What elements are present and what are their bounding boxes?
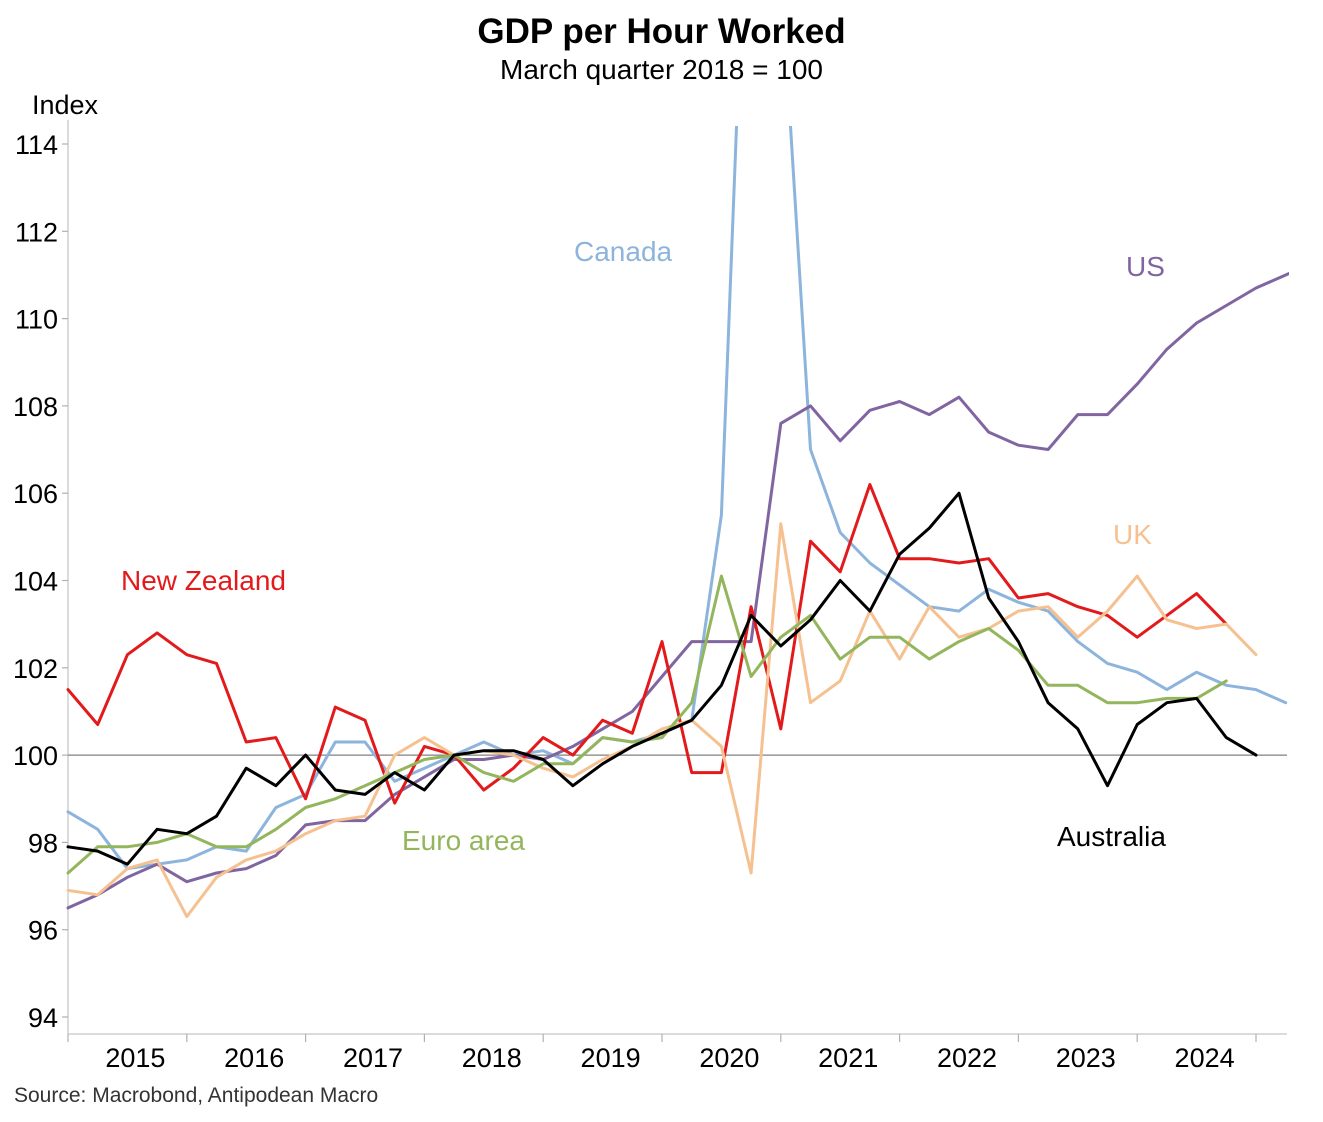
axes: 94 96 98 100 102 104 106 108 110 112 114 2015 2016 20… (13, 120, 1287, 1073)
chart-title: GDP per Hour Worked (477, 12, 846, 51)
y-tick-label: 114 (15, 130, 58, 160)
source-note: Source: Macrobond, Antipodean Macro (14, 1084, 379, 1107)
series-label-uk: UK (1113, 519, 1152, 550)
y-tick-label: 108 (13, 392, 58, 422)
series-label-euro-area: Euro area (402, 825, 525, 856)
y-tick-label: 112 (15, 217, 58, 247)
y-tick-label: 94 (28, 1003, 58, 1033)
series-lines (66, 126, 1289, 919)
y-axis-unit-label: Index (32, 90, 99, 120)
x-tick-label: 2024 (1175, 1043, 1235, 1073)
series-labels: Canada US New Zealand UK Euro area Austr… (121, 236, 1166, 856)
y-tick-label: 106 (13, 479, 58, 509)
series-line-us (66, 271, 1289, 910)
series-label-canada: Canada (574, 236, 673, 267)
y-tick-label: 96 (28, 916, 58, 946)
x-tick-label: 2015 (105, 1043, 165, 1073)
chart-subtitle: March quarter 2018 = 100 (500, 54, 823, 85)
x-tick-label: 2017 (343, 1043, 403, 1073)
y-tick-label: 100 (13, 741, 58, 771)
y-tick-label: 98 (28, 828, 58, 858)
x-tick-label: 2018 (462, 1043, 522, 1073)
x-tick-label: 2020 (699, 1043, 759, 1073)
x-tick-label: 2021 (818, 1043, 878, 1073)
y-tick-label: 110 (15, 305, 58, 335)
y-tick-label: 102 (13, 654, 58, 684)
series-line-new-zealand (66, 483, 1228, 805)
x-tick-label: 2022 (937, 1043, 997, 1073)
x-tick-label: 2023 (1056, 1043, 1116, 1073)
series-label-new-zealand: New Zealand (121, 565, 286, 596)
series-line-uk (66, 522, 1258, 919)
series-label-us: US (1126, 251, 1165, 282)
series-line-euro-area (66, 574, 1228, 875)
series-line-australia (66, 491, 1258, 866)
series-line-canada (66, 126, 1288, 871)
series-label-australia: Australia (1057, 821, 1166, 852)
x-tick-label: 2016 (224, 1043, 284, 1073)
y-tick-label: 104 (13, 567, 58, 597)
x-tick-label: 2019 (581, 1043, 641, 1073)
